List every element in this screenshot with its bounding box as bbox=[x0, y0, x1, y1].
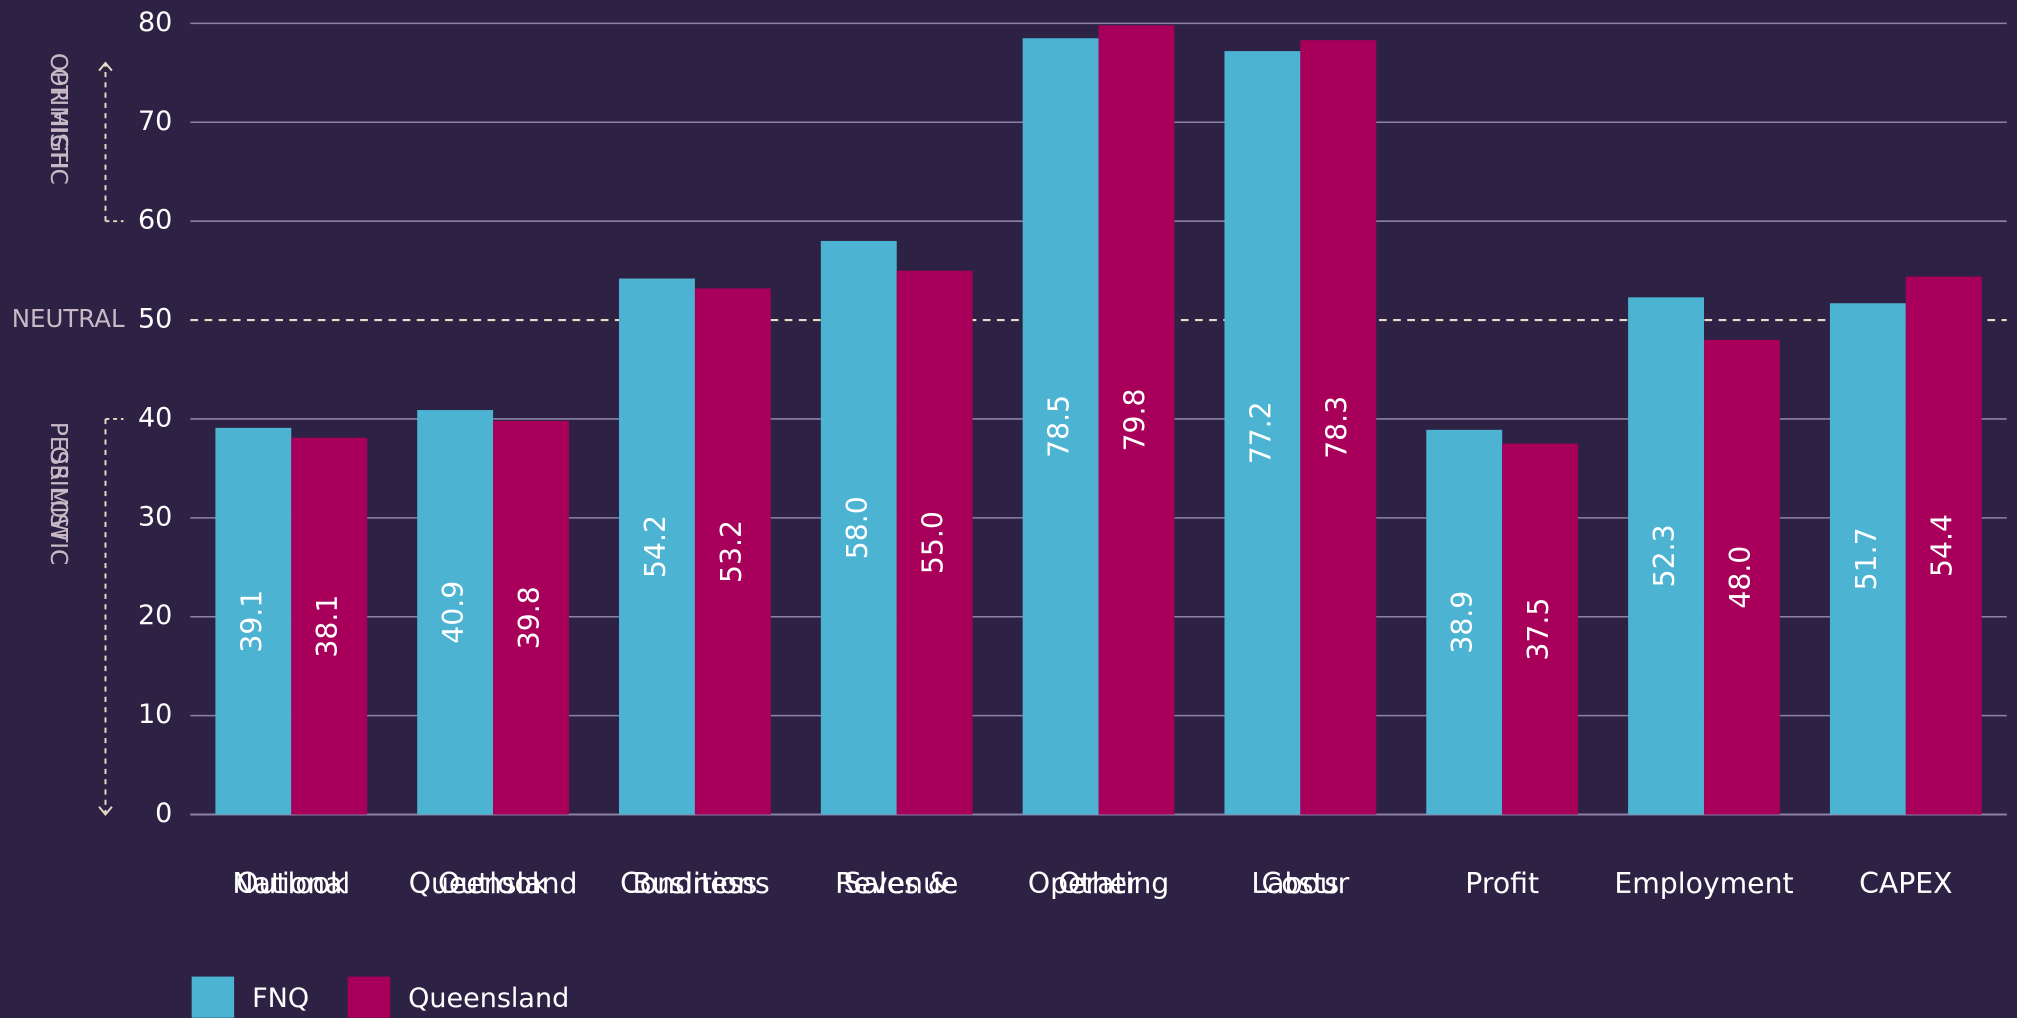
data-label: 55.0 bbox=[917, 511, 950, 574]
text-line: Business bbox=[633, 867, 758, 900]
bar bbox=[1426, 429, 1503, 815]
x-tick-label: Employment bbox=[1614, 867, 1793, 900]
text-line: Outlook bbox=[438, 867, 549, 900]
bar bbox=[820, 240, 897, 815]
data-label: 40.9 bbox=[437, 581, 470, 644]
text-line: Operating bbox=[1028, 867, 1169, 900]
data-label: 77.2 bbox=[1244, 401, 1277, 464]
x-tick-label: QueenslandOutlook bbox=[409, 867, 578, 900]
text-line: Profit bbox=[1465, 867, 1539, 900]
y-tick-label: 80 bbox=[138, 7, 172, 38]
text-line: Queensland bbox=[409, 867, 578, 900]
bar bbox=[1224, 51, 1301, 815]
x-tick-label: CAPEX bbox=[1859, 867, 1952, 900]
data-label: 53.2 bbox=[715, 520, 748, 583]
text-line: Revenue bbox=[835, 867, 958, 900]
data-label: 54.2 bbox=[639, 515, 672, 578]
x-tick-label: OtherOperating bbox=[1028, 867, 1169, 900]
bar bbox=[417, 410, 494, 815]
x-tick-label: Sales &Revenue bbox=[835, 867, 958, 900]
data-label: 52.3 bbox=[1648, 524, 1681, 587]
bar bbox=[1098, 25, 1175, 815]
text-line: OR LOW bbox=[45, 446, 71, 541]
bar bbox=[1829, 303, 1906, 815]
y-tick-label: 60 bbox=[138, 205, 172, 236]
y-tick-label: 50 bbox=[138, 304, 172, 335]
data-label: 48.0 bbox=[1724, 546, 1757, 609]
y-tick-label: 70 bbox=[138, 106, 172, 137]
bar bbox=[1703, 339, 1780, 815]
data-label: 54.4 bbox=[1926, 514, 1959, 577]
legend-label: FNQ bbox=[252, 983, 309, 1014]
x-tick-label: NationalOutlook bbox=[232, 867, 350, 900]
data-label: 39.8 bbox=[513, 586, 546, 649]
data-label: 51.7 bbox=[1850, 527, 1883, 590]
bar bbox=[493, 420, 569, 815]
text-line: Sales & bbox=[844, 867, 950, 900]
legend-label: Queensland bbox=[408, 983, 569, 1014]
annotation-label: OPTIMISTICOR HIGH bbox=[45, 53, 71, 185]
y-tick-label: 20 bbox=[138, 600, 172, 631]
bar bbox=[1502, 443, 1579, 815]
data-label: 79.8 bbox=[1118, 388, 1151, 451]
text-line: Labour bbox=[1251, 867, 1349, 900]
annotation-arrowhead bbox=[98, 806, 113, 817]
data-label: 78.5 bbox=[1043, 395, 1076, 458]
text-line: Other bbox=[1058, 867, 1139, 900]
bar bbox=[291, 437, 368, 815]
y-tick-label: 10 bbox=[138, 699, 172, 730]
bar bbox=[1300, 40, 1377, 815]
annotation-arrowhead bbox=[98, 61, 113, 72]
y-tick-label: 40 bbox=[138, 402, 172, 433]
y-tick-label: 0 bbox=[155, 798, 172, 829]
x-tick-label: Profit bbox=[1465, 867, 1539, 900]
text-line: OPTIMISTIC bbox=[45, 53, 71, 185]
reference-label: NEUTRAL bbox=[12, 304, 125, 333]
bar bbox=[619, 278, 695, 815]
bar bbox=[694, 288, 771, 815]
legend-swatch bbox=[347, 976, 391, 1018]
data-label: 58.0 bbox=[841, 496, 874, 559]
bar bbox=[1905, 276, 1982, 815]
text-line: PESSIMISTIC bbox=[45, 422, 71, 565]
text-line: National bbox=[232, 867, 350, 900]
text-line: Costs bbox=[1262, 867, 1340, 900]
data-label: 37.5 bbox=[1522, 598, 1555, 661]
data-label: 78.3 bbox=[1320, 396, 1353, 459]
bar bbox=[215, 427, 292, 815]
text-line: Employment bbox=[1614, 867, 1793, 900]
text-line: OR HIGH bbox=[45, 68, 71, 169]
bar bbox=[896, 270, 973, 815]
annotation-label: PESSIMISTICOR LOW bbox=[45, 422, 71, 565]
y-tick-label: 30 bbox=[138, 501, 172, 532]
data-label: 39.1 bbox=[235, 590, 268, 653]
text-line: Conditions bbox=[620, 867, 770, 900]
bar bbox=[1022, 38, 1099, 815]
text-line: Outlook bbox=[236, 867, 347, 900]
x-tick-label: LabourCosts bbox=[1251, 867, 1349, 900]
data-label: 38.1 bbox=[311, 595, 344, 658]
data-label: 38.9 bbox=[1446, 591, 1479, 654]
text-line: CAPEX bbox=[1859, 867, 1952, 900]
bar bbox=[1628, 297, 1704, 815]
x-tick-label: BusinessConditions bbox=[620, 867, 770, 900]
legend-swatch bbox=[191, 976, 235, 1018]
